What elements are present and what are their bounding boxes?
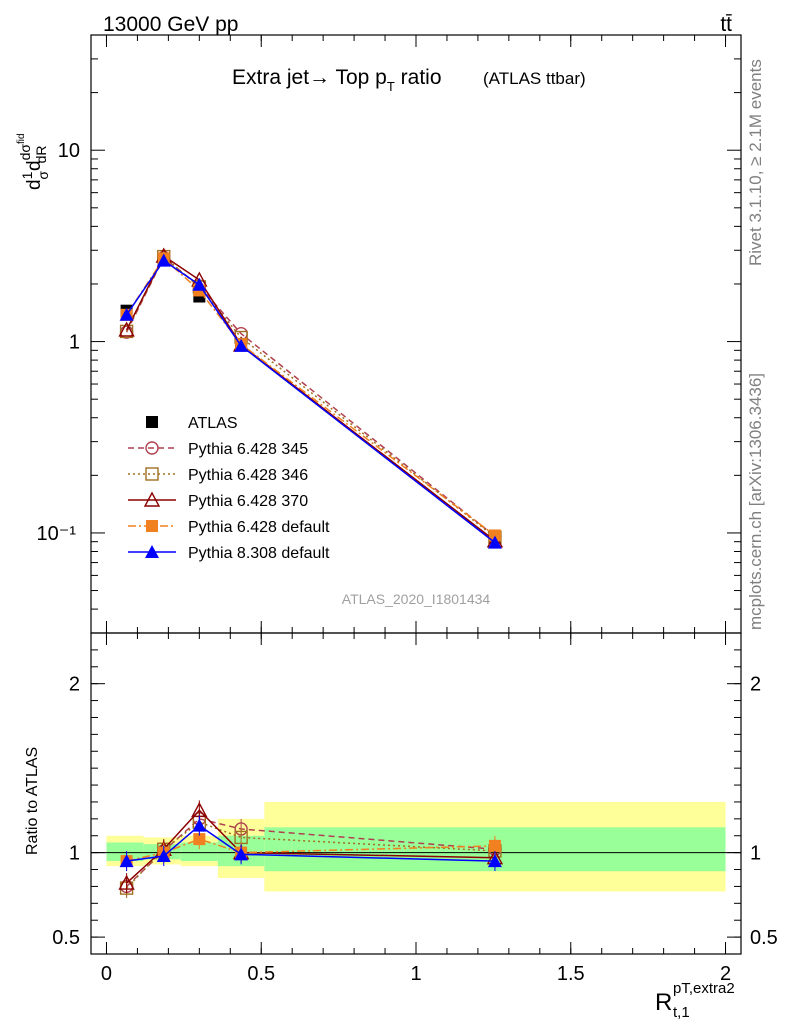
y-tick-label: 10	[58, 140, 80, 162]
main-data-point	[488, 529, 501, 542]
analysis-label: ATLAS_2020_I1801434	[342, 591, 491, 607]
legend-label: Pythia 6.428 345	[188, 441, 308, 458]
ratio-series-layer	[118, 800, 504, 899]
axis-ticks: 0 0.5 1 1.5 2 10 1 10⁻¹ 0.5 0.5 1 1 2 2	[37, 34, 778, 985]
legend: ATLAS Pythia 6.428 345 Pythia 6.428 346 Pyt…	[128, 415, 330, 562]
ratio-data-point	[487, 854, 502, 868]
process-label: tt̄	[720, 13, 732, 36]
y-tick-label: 10⁻¹	[37, 523, 77, 545]
legend-marker	[145, 441, 159, 455]
x-tick-label: 2	[720, 963, 731, 985]
x-tick-label: 0.5	[247, 963, 275, 985]
main-series-line	[125, 256, 496, 537]
y-tick-label: 1	[69, 332, 80, 354]
main-data-point	[487, 535, 502, 549]
ratio-data-point	[156, 849, 171, 863]
x-axis-label-sup: pT,extra2	[673, 980, 735, 997]
main-title-subscript: T	[387, 79, 395, 94]
main-series-line	[125, 259, 496, 544]
legend-label: Pythia 6.428 default	[188, 519, 330, 536]
svg-text:d1σddσfiddR: d1σddσfiddR	[16, 133, 51, 190]
ratio-data-point	[193, 833, 206, 846]
main-series-line	[125, 254, 496, 542]
ratio-data-point	[234, 847, 249, 861]
ratio-y-tick-label-right: 0.5	[750, 927, 778, 949]
main-title-tail: ratio	[395, 66, 442, 89]
main-panel-frame	[90, 34, 742, 634]
x-tick-label: 1.5	[557, 963, 585, 985]
main-data-point	[118, 321, 135, 337]
ratio-data-point	[488, 839, 501, 852]
main-y-axis-label: d1σddσfiddR	[16, 133, 51, 190]
ratio-data-point	[118, 874, 135, 890]
x-tick-label: 1	[410, 963, 421, 985]
main-title: Extra jet→ Top pT ratio	[232, 66, 442, 94]
ratio-y-tick-label: 0.5	[52, 927, 80, 949]
legend-marker	[146, 520, 158, 532]
ratio-y-axis-label: Ratio to ATLAS	[24, 747, 41, 855]
legend-label: Pythia 8.308 default	[188, 545, 330, 562]
ratio-panel-frame	[90, 632, 742, 955]
main-title-note: (ATLAS ttbar)	[483, 69, 586, 88]
green-band-bin	[180, 842, 218, 862]
ratio-series-line	[126, 821, 495, 889]
legend-label: ATLAS	[188, 415, 238, 432]
ratio-data-point	[119, 854, 134, 868]
x-axis-label-main: R	[655, 989, 672, 1016]
main-series-line	[125, 255, 496, 538]
main-data-point	[192, 277, 207, 291]
main-series-line	[125, 257, 496, 537]
x-axis-label: R pT,extra2 t,1	[655, 980, 735, 1021]
main-data-point	[119, 307, 134, 321]
x-tick-label: 0	[101, 963, 112, 985]
x-axis-label-sub: t,1	[673, 1004, 690, 1021]
mcplots-label: mcplots.cern.ch [arXiv:1306.3436]	[746, 373, 765, 630]
legend-marker	[145, 467, 159, 481]
ratio-y-tick-label: 2	[69, 674, 80, 696]
legend-label: Pythia 6.428 370	[188, 493, 308, 510]
legend-label: Pythia 6.428 346	[188, 467, 308, 484]
ratio-data-point	[192, 818, 207, 832]
main-data-point	[119, 324, 134, 339]
legend-marker	[145, 545, 159, 558]
ratio-y-tick-label-right: 2	[750, 674, 761, 696]
uncertainty-bands	[91, 801, 741, 892]
energy-label: 13000 GeV pp	[103, 13, 238, 36]
legend-marker	[146, 416, 158, 428]
green-band-bin	[106, 842, 144, 862]
ratio-y-tick-label-right: 1	[750, 843, 761, 865]
main-data-point	[156, 253, 171, 267]
main-data-point	[234, 338, 249, 352]
main-title-text: Extra jet→ Top p	[232, 66, 387, 89]
main-series-layer	[118, 247, 504, 549]
rivet-label: Rivet 3.1.10, ≥ 2.1M events	[746, 59, 765, 266]
legend-marker	[143, 491, 161, 507]
ratio-y-tick-label: 1	[69, 843, 80, 865]
